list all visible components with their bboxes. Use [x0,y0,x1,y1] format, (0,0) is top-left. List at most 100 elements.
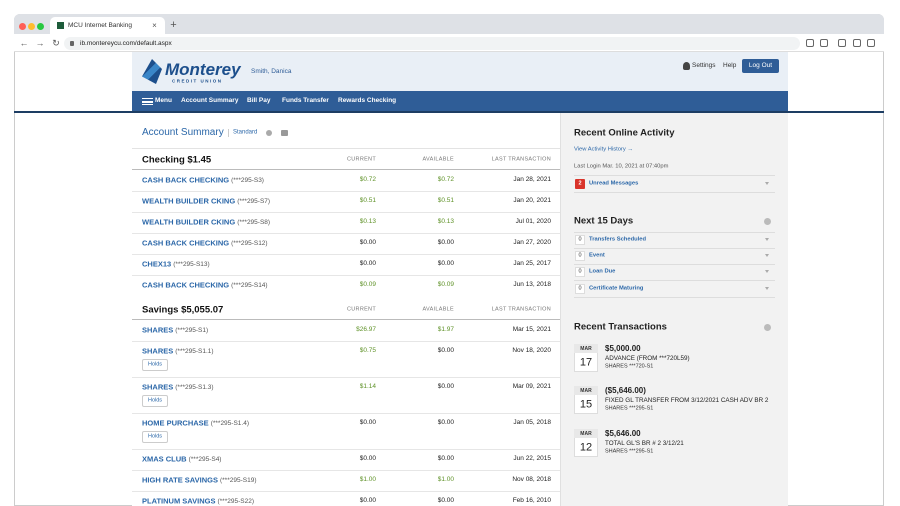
item-count: 0 [578,285,582,292]
account-number: (***295-S1) [175,326,209,334]
group-title: Savings $5,055.07 [142,304,224,316]
nav-item[interactable]: Menu [155,97,172,105]
new-tab[interactable]: + [170,19,177,31]
nav-button[interactable]: ↻ [52,38,60,48]
tab-close[interactable]: × [152,21,157,30]
address-bar[interactable] [64,37,800,50]
nav-item[interactable]: Account Summary [181,97,239,105]
group-title: Checking $1.45 [142,154,212,166]
item-label[interactable]: Loan Due [589,268,616,275]
item-label[interactable]: Certificate Maturing [589,285,644,292]
nav-item[interactable]: Rewards Checking [338,97,397,105]
window-button[interactable] [28,23,35,30]
messages-link[interactable]: Unread Messages [589,180,639,187]
side-panel [560,113,788,506]
activity-link[interactable]: View Activity History → [574,146,634,153]
help-link[interactable]: Help [723,62,737,70]
last-transaction: Jan 25, 2017 [513,260,551,268]
item-label[interactable]: Event [589,252,605,259]
account-name[interactable]: CASH BACK CHECKING [142,238,230,248]
amount: $1.00 [359,476,376,484]
nav-item[interactable]: Funds Transfer [282,97,329,105]
row-rule [132,253,560,255]
holds-label[interactable]: Holds [147,433,163,440]
amount: $0.00 [437,260,454,268]
holds-button[interactable] [142,395,168,407]
header [132,52,788,91]
nav-item[interactable]: Bill Pay [247,97,271,105]
print-icon[interactable] [281,130,288,136]
holds-label[interactable]: Holds [147,361,163,368]
account-name[interactable]: XMAS CLUB [142,454,187,464]
tx-account: SHARES ***295-S1 [605,405,654,412]
account-name[interactable]: CASH BACK CHECKING [142,280,230,290]
tx-description: FIXED GL TRANSFER FROM 3/12/2021 CASH AD… [605,396,769,404]
date-month: MAR [580,345,592,352]
amount: $0.72 [437,176,454,184]
account-name[interactable]: SHARES [142,325,174,335]
side-rule [574,232,775,233]
row-rule [132,190,560,192]
row-rule [132,274,560,276]
account-name[interactable]: HIGH RATE SAVINGS [142,475,218,485]
window-button[interactable] [37,23,44,30]
amount: $0.00 [359,455,376,463]
account-number: (***295-S13) [173,260,210,268]
nav-button[interactable]: ← [19,38,29,48]
toolbar-icon[interactable] [853,39,861,47]
window-button[interactable] [19,23,26,30]
date-month: MAR [580,387,592,394]
holds-button[interactable] [142,359,168,371]
last-transaction: Jan 20, 2021 [513,197,551,205]
item-count: 0 [578,236,582,243]
account-name[interactable]: PLATINUM SAVINGS [142,496,216,506]
nav-button[interactable]: → [35,38,45,48]
account-name[interactable]: HOME PURCHASE [142,418,209,428]
count-badge [575,267,585,277]
settings-link[interactable]: Settings [692,62,716,70]
count-badge [575,235,585,245]
amount: $0.72 [359,176,376,184]
amount: $0.51 [359,197,376,205]
account-name[interactable]: WEALTH BUILDER CKING [142,217,236,227]
side-rule [574,175,775,176]
title-divider [228,129,229,137]
amount: $0.00 [359,419,376,427]
account-name[interactable]: SHARES [142,346,174,356]
account-name[interactable]: SHARES [142,382,174,392]
account-number: (***295-S7) [237,197,271,205]
view-toggle[interactable]: Standard [233,129,258,136]
info-icon[interactable] [764,324,771,331]
toolbar-icon[interactable] [820,39,828,47]
last-login: Last Login Mar. 10, 2021 at 07:40pm [574,163,669,170]
amount: $0.00 [437,239,454,247]
amount: $1.14 [359,383,376,391]
toolbar-icon[interactable] [838,39,846,47]
toolbar-icon[interactable] [806,39,814,47]
holds-button[interactable] [142,431,168,443]
amount: $0.75 [359,347,376,355]
main-panel [132,113,560,506]
toolbar-icon[interactable] [867,39,875,47]
account-name[interactable]: WEALTH BUILDER CKING [142,196,236,206]
logout-button[interactable] [742,59,779,73]
last-transaction: Jan 27, 2020 [513,239,551,247]
tab[interactable] [50,17,165,34]
title-rule [132,148,560,149]
account-name[interactable]: CASH BACK CHECKING [142,175,230,185]
settings-icon[interactable] [266,130,272,136]
section-title: Next 15 Days [574,215,634,227]
holds-label[interactable]: Holds [147,397,163,404]
info-icon[interactable] [764,218,771,225]
item-count: 0 [578,252,582,259]
account-name[interactable]: CHEX13 [142,259,172,269]
account-number: (***295-S4) [188,455,222,463]
url: ib.montereycu.com/default.aspx [80,39,172,47]
account-number: (***295-S14) [231,281,268,289]
hamburger[interactable] [142,98,153,105]
chevron [765,254,769,257]
item-label[interactable]: Transfers Scheduled [589,236,647,243]
item-count: 0 [578,268,582,275]
logout-label[interactable]: Log Out [748,62,773,70]
